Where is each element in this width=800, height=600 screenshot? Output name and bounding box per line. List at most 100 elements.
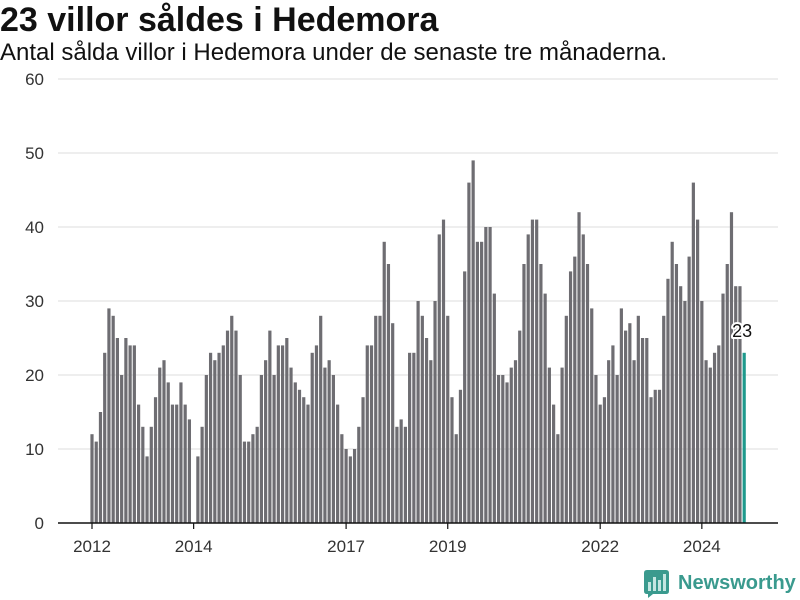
bar xyxy=(712,352,717,523)
bar xyxy=(120,375,124,523)
x-tick-label: 2012 xyxy=(73,537,111,556)
bar xyxy=(624,330,628,523)
bar xyxy=(513,360,518,523)
bar xyxy=(666,278,670,523)
bar xyxy=(395,426,399,523)
bar xyxy=(560,367,564,523)
bar xyxy=(128,345,132,523)
bar xyxy=(484,227,488,523)
bar xyxy=(238,375,242,523)
bar xyxy=(225,330,230,523)
bar xyxy=(386,264,391,523)
y-tick-label: 40 xyxy=(25,218,44,237)
bar xyxy=(687,256,691,523)
bar xyxy=(530,219,535,523)
y-axis: 0 10 20 30 40 50 60 xyxy=(25,70,44,533)
bar xyxy=(162,360,166,523)
bar xyxy=(441,219,446,523)
bar xyxy=(352,449,357,523)
bar xyxy=(314,345,319,523)
bar xyxy=(577,212,581,523)
bar xyxy=(729,212,734,523)
bar xyxy=(310,352,314,523)
newsworthy-logo: Newsworthy xyxy=(644,570,798,598)
bar xyxy=(543,293,547,523)
bar xyxy=(683,301,687,523)
x-tick-label: 2022 xyxy=(581,537,619,556)
bar xyxy=(738,286,742,523)
bar xyxy=(446,315,450,523)
bar xyxy=(221,345,225,523)
bar xyxy=(247,441,251,523)
bar xyxy=(213,360,217,523)
bar xyxy=(408,352,412,523)
bars xyxy=(90,160,746,524)
bar xyxy=(636,315,640,523)
bar xyxy=(297,389,302,523)
bar xyxy=(547,367,551,523)
bar xyxy=(255,426,259,523)
chart-title: 23 villor såldes i Hedemora xyxy=(0,1,439,39)
bar xyxy=(590,308,594,523)
bar xyxy=(488,227,492,523)
y-tick-label: 50 xyxy=(25,144,44,163)
bar xyxy=(251,434,255,523)
bar xyxy=(696,219,700,523)
bar xyxy=(357,426,361,523)
bar xyxy=(306,404,310,523)
logo-text: Newsworthy xyxy=(678,572,796,594)
bar xyxy=(734,286,738,523)
bar xyxy=(420,315,424,523)
bar xyxy=(539,264,543,523)
bar xyxy=(691,182,695,523)
bar xyxy=(594,375,598,523)
bar xyxy=(302,397,306,523)
bar xyxy=(200,426,204,523)
bar xyxy=(344,449,348,523)
y-tick-label: 30 xyxy=(25,292,44,311)
bar xyxy=(645,338,649,523)
bar xyxy=(674,264,679,523)
highlighted-bar xyxy=(742,352,746,523)
bar-chart-bubble-icon xyxy=(644,570,669,598)
bar xyxy=(662,315,666,523)
bar xyxy=(336,404,340,523)
bar xyxy=(471,160,475,523)
bar xyxy=(183,404,187,523)
bar xyxy=(496,375,501,523)
bar xyxy=(276,345,280,523)
bar xyxy=(323,367,327,523)
bar xyxy=(568,271,573,523)
bar xyxy=(158,367,162,523)
bar xyxy=(700,301,704,523)
bar xyxy=(492,293,496,523)
bar xyxy=(293,382,297,523)
bar xyxy=(230,315,234,523)
bar xyxy=(475,241,479,524)
bar xyxy=(331,375,335,523)
bar xyxy=(107,308,111,523)
bar xyxy=(217,352,221,523)
x-tick-label: 2024 xyxy=(683,537,721,556)
bar xyxy=(149,426,153,523)
bar xyxy=(653,389,657,523)
bar xyxy=(611,345,615,523)
bar xyxy=(259,375,263,523)
bar xyxy=(416,301,420,523)
bar xyxy=(581,234,585,523)
highlight-value-label: 23 xyxy=(732,321,752,341)
bar xyxy=(391,323,395,523)
bar xyxy=(679,286,683,523)
bar xyxy=(552,404,556,523)
bar xyxy=(234,330,238,523)
bar xyxy=(98,412,103,523)
bar xyxy=(166,382,170,523)
bar xyxy=(145,456,149,523)
bar xyxy=(480,241,484,524)
bar xyxy=(670,241,674,524)
bar xyxy=(319,315,323,523)
bar xyxy=(433,301,437,523)
chart-subtitle: Antal sålda villor i Hedemora under de s… xyxy=(0,39,668,66)
bar xyxy=(467,182,471,523)
